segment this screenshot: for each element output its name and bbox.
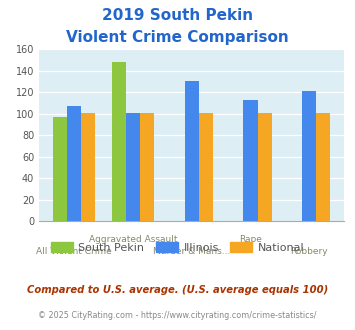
Bar: [185, 81, 199, 221]
Bar: [126, 113, 140, 221]
Bar: [302, 91, 316, 221]
Text: Murder & Mans...: Murder & Mans...: [153, 248, 230, 256]
Text: All Violent Crime: All Violent Crime: [36, 248, 112, 256]
Text: Violent Crime Comparison: Violent Crime Comparison: [66, 30, 289, 45]
Bar: [244, 100, 258, 221]
Text: Robbery: Robbery: [290, 248, 328, 256]
Bar: [67, 106, 81, 221]
Bar: [140, 113, 154, 221]
Text: 2019 South Pekin: 2019 South Pekin: [102, 8, 253, 23]
Text: Aggravated Assault: Aggravated Assault: [89, 235, 177, 244]
Bar: [112, 62, 126, 221]
Bar: [258, 113, 272, 221]
Text: © 2025 CityRating.com - https://www.cityrating.com/crime-statistics/: © 2025 CityRating.com - https://www.city…: [38, 311, 317, 320]
Legend: South Pekin, Illinois, National: South Pekin, Illinois, National: [47, 238, 308, 256]
Bar: [53, 117, 67, 221]
Text: Compared to U.S. average. (U.S. average equals 100): Compared to U.S. average. (U.S. average …: [27, 285, 328, 295]
Text: Rape: Rape: [239, 235, 262, 244]
Bar: [199, 113, 213, 221]
Bar: [316, 113, 331, 221]
Bar: [81, 113, 95, 221]
